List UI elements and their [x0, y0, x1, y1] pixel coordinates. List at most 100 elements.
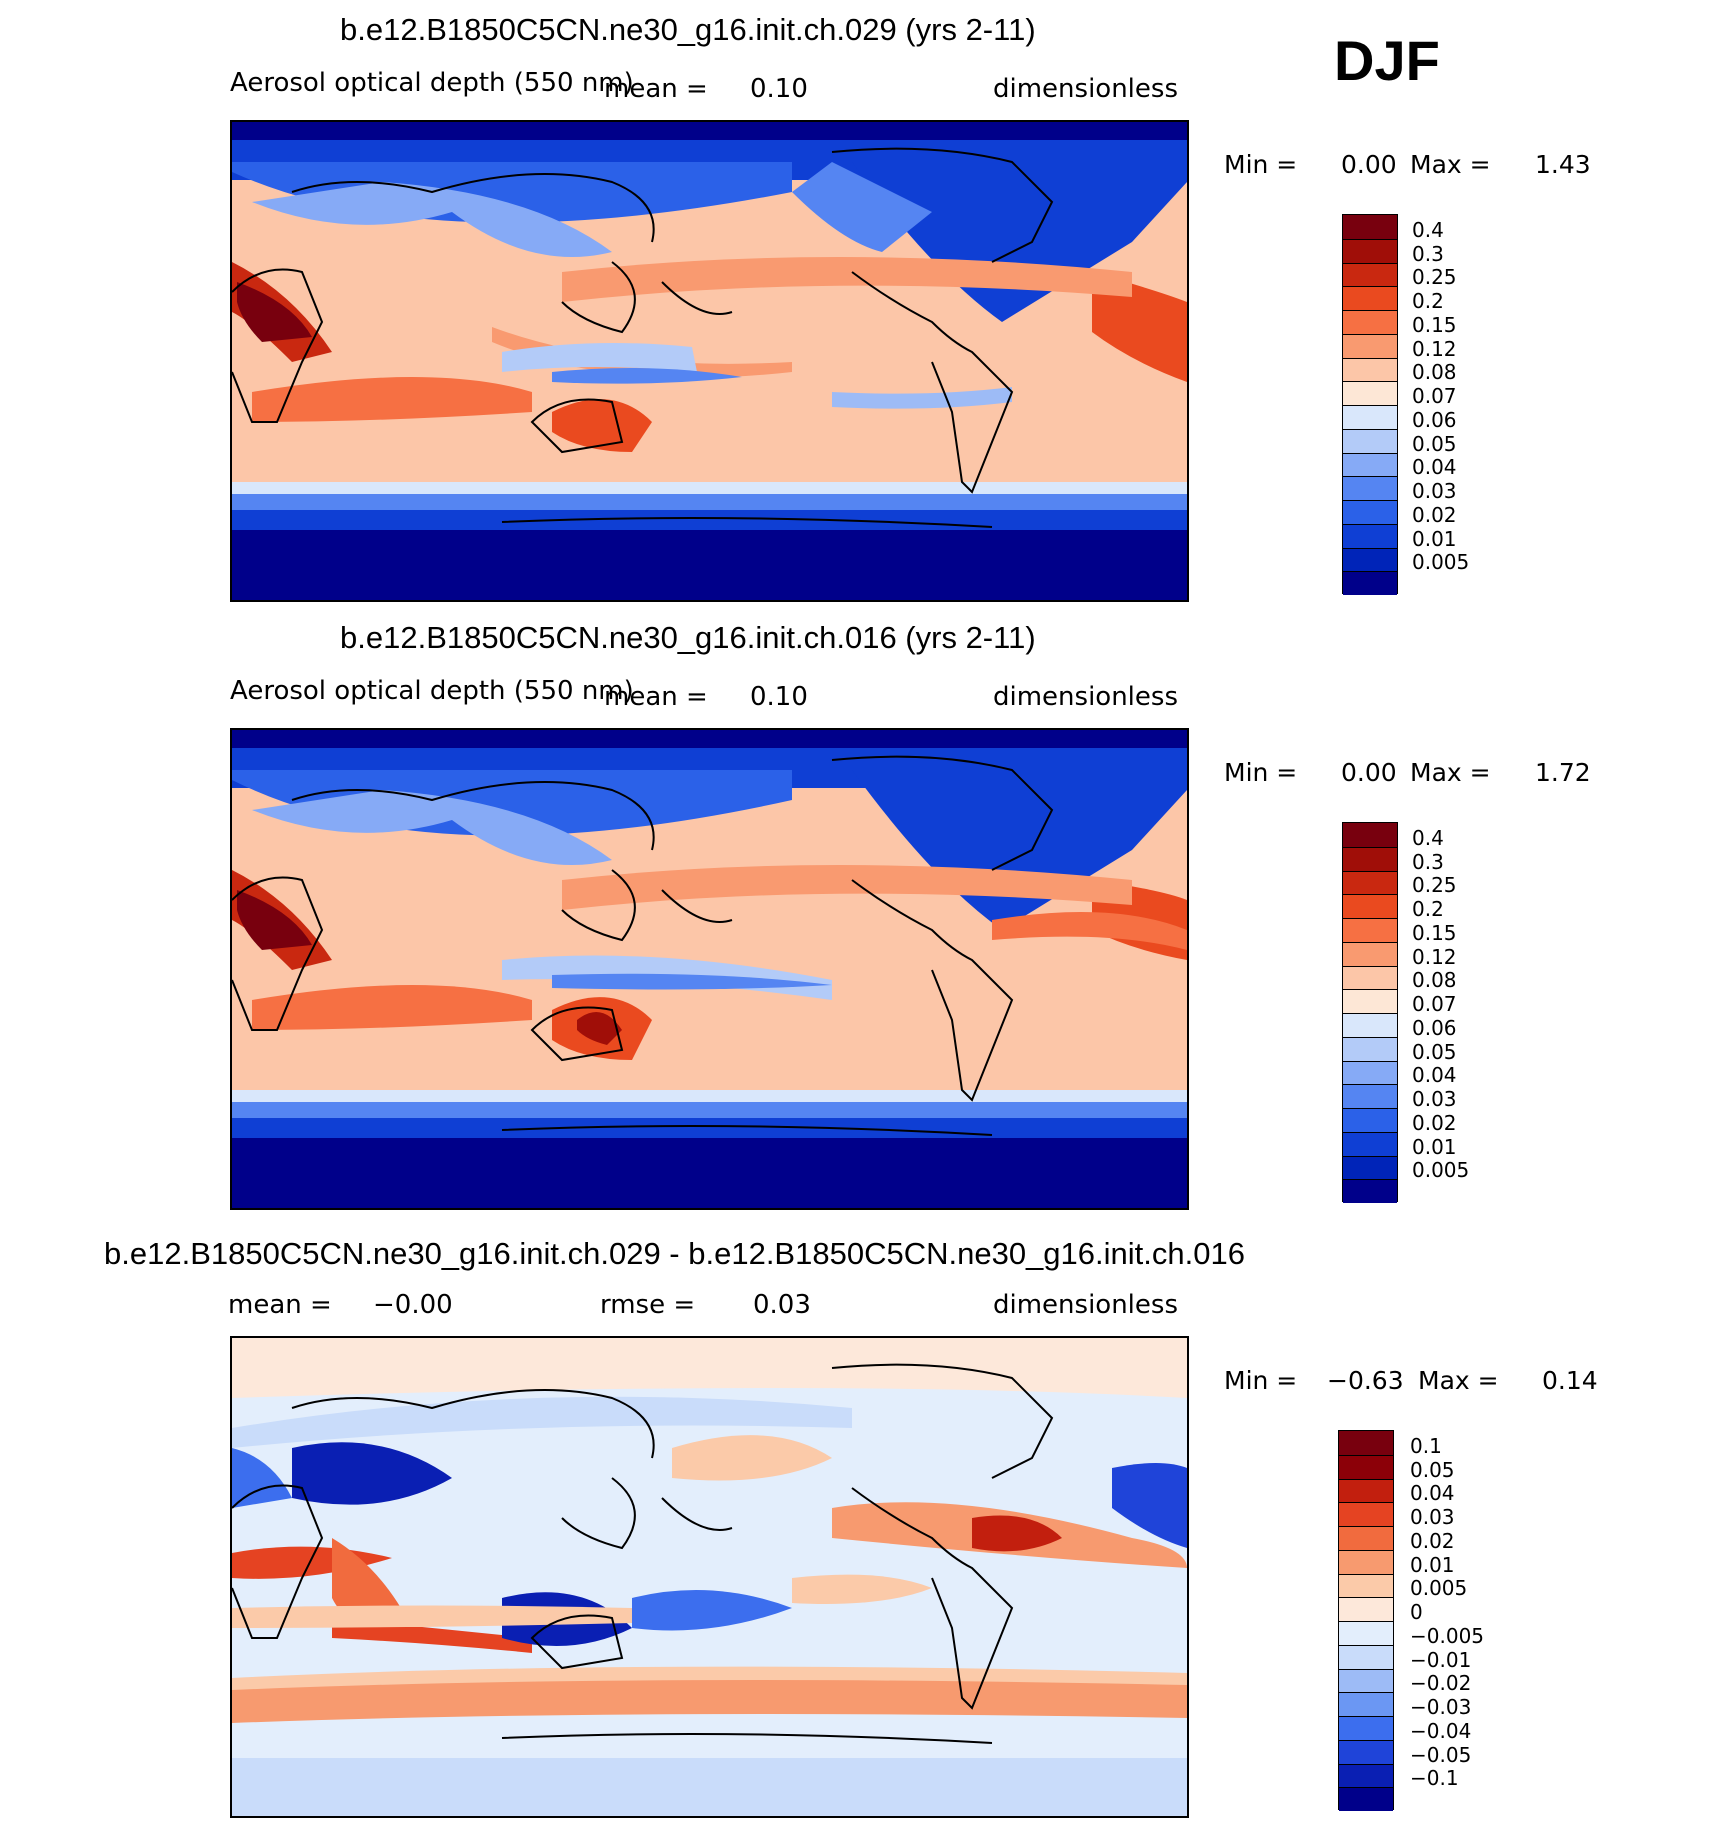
- panel2-max-value: 1.72: [1535, 758, 1591, 787]
- panel1-min-value: 0.00: [1341, 150, 1397, 179]
- panel2-colorbar-tick: 0.01: [1412, 1134, 1457, 1159]
- panel2-colorbar-tick: 0.12: [1412, 944, 1457, 969]
- panel1-colorbar-cell: [1343, 262, 1397, 287]
- panel3-colorbar-cell: [1339, 1502, 1393, 1526]
- panel3-mean-value: −0.00: [373, 1290, 453, 1320]
- panel2-min-label: Min =: [1224, 758, 1298, 787]
- panel1-colorbar-cell: [1343, 381, 1397, 405]
- panel2-colorbar-cell: [1343, 870, 1397, 895]
- panel3-title: b.e12.B1850C5CN.ne30_g16.init.ch.029 - b…: [104, 1236, 1245, 1271]
- panel1-colorbar: [1342, 214, 1398, 595]
- panel3-colorbar-tick: 0.02: [1410, 1528, 1455, 1553]
- panel1-units: dimensionless: [993, 74, 1178, 104]
- panel1-colorbar-cell: [1343, 333, 1397, 358]
- panel1-colorbar-cell: [1343, 238, 1397, 263]
- panel3-colorbar-cell: [1339, 1621, 1393, 1645]
- panel1-colorbar-tick: 0.02: [1412, 502, 1457, 527]
- panel1-colorbar-cell: [1343, 452, 1397, 477]
- panel1-colorbar-cell: [1343, 476, 1397, 500]
- panel1-min-label: Min =: [1224, 150, 1298, 179]
- panel1-colorbar-cell: [1343, 500, 1397, 524]
- panel1-colorbar-tick: 0.07: [1412, 384, 1457, 409]
- panel3-colorbar: [1338, 1430, 1394, 1811]
- panel3-colorbar-tick: 0.05: [1410, 1457, 1455, 1482]
- panel2-colorbar-tick: 0.3: [1412, 849, 1444, 874]
- panel1-map-svg: [232, 122, 1187, 600]
- panel1-colorbar-cell: [1343, 215, 1397, 239]
- panel2-colorbar-cell: [1343, 1131, 1397, 1156]
- panel2-map-svg: [232, 730, 1187, 1208]
- panel1-title: b.e12.B1850C5CN.ne30_g16.init.ch.029 (yr…: [340, 12, 1036, 47]
- panel1-max-label: Max =: [1410, 150, 1491, 179]
- panel3-colorbar-tick: 0.01: [1410, 1552, 1455, 1577]
- panel2-colorbar-cell: [1343, 1084, 1397, 1108]
- panel1-max-value: 1.43: [1535, 150, 1591, 179]
- panel3-colorbar-tick: 0.005: [1410, 1576, 1468, 1601]
- panel1-colorbar-cell: [1343, 405, 1397, 429]
- panel3-colorbar-cell: [1339, 1454, 1393, 1479]
- panel2-colorbar-tick: 0.08: [1412, 968, 1457, 993]
- panel1-colorbar-tick: 0.12: [1412, 336, 1457, 361]
- panel3-colorbar-cell: [1339, 1526, 1393, 1550]
- panel1-colorbar-cell: [1343, 571, 1397, 595]
- panel2-colorbar-cell: [1343, 846, 1397, 871]
- panel3-colorbar-cell: [1339, 1644, 1393, 1669]
- panel3-colorbar-cell: [1339, 1549, 1393, 1574]
- panel2-colorbar-tick: 0.04: [1412, 1063, 1457, 1088]
- panel1-colorbar-tick: 0.08: [1412, 360, 1457, 385]
- panel3-map: [230, 1336, 1189, 1818]
- panel3-colorbar-cell: [1339, 1431, 1393, 1455]
- panel3-colorbar-cell: [1339, 1478, 1393, 1503]
- season-label: DJF: [1334, 29, 1440, 92]
- panel1-variable: Aerosol optical depth (550 nm): [230, 68, 634, 98]
- panel1-colorbar-cell: [1343, 523, 1397, 548]
- panel2-colorbar-cell: [1343, 941, 1397, 966]
- panel2-colorbar-tick: 0.06: [1412, 1015, 1457, 1040]
- panel2-colorbar: [1342, 822, 1398, 1203]
- panel3-colorbar-cell: [1339, 1716, 1393, 1740]
- panel2-variable: Aerosol optical depth (550 nm): [230, 676, 634, 706]
- panel3-colorbar-tick: 0.04: [1410, 1481, 1455, 1506]
- panel3-rmse-value: 0.03: [753, 1290, 811, 1320]
- panel2-units: dimensionless: [993, 682, 1178, 712]
- panel3-colorbar-tick: 0.1: [1410, 1433, 1442, 1458]
- panel1-colorbar-cell: [1343, 357, 1397, 382]
- panel2-colorbar-tick: 0.4: [1412, 825, 1444, 850]
- panel1-colorbar-tick: 0.06: [1412, 407, 1457, 432]
- panel1-colorbar-tick: 0.25: [1412, 265, 1457, 290]
- panel1-colorbar-tick: 0.4: [1412, 217, 1444, 242]
- panel1-colorbar-tick: 0.04: [1412, 455, 1457, 480]
- panel2-title: b.e12.B1850C5CN.ne30_g16.init.ch.016 (yr…: [340, 620, 1036, 655]
- panel2-colorbar-tick: 0.05: [1412, 1039, 1457, 1064]
- panel3-min-label: Min =: [1224, 1366, 1298, 1395]
- panel3-colorbar-tick: −0.02: [1410, 1671, 1472, 1696]
- panel3-colorbar-tick: −0.04: [1410, 1718, 1472, 1743]
- panel3-rmse-label: rmse =: [600, 1290, 696, 1320]
- panel3-map-svg: [232, 1338, 1187, 1816]
- panel3-colorbar-cell: [1339, 1787, 1393, 1811]
- panel2-colorbar-cell: [1343, 1013, 1397, 1037]
- panel3-colorbar-tick: −0.05: [1410, 1742, 1472, 1767]
- panel2-colorbar-cell: [1343, 1108, 1397, 1132]
- panel3-colorbar-cell: [1339, 1739, 1393, 1764]
- panel2-colorbar-cell: [1343, 1155, 1397, 1180]
- panel1-mean-label: mean =: [604, 74, 708, 104]
- panel2-map: [230, 728, 1189, 1210]
- panel3-colorbar-cell: [1339, 1573, 1393, 1598]
- panel3-min-value: −0.63: [1327, 1366, 1404, 1395]
- panel3-colorbar-tick: 0: [1410, 1600, 1423, 1625]
- panel1-colorbar-cell: [1343, 547, 1397, 572]
- panel3-colorbar-tick: 0.03: [1410, 1505, 1455, 1530]
- panel3-max-label: Max =: [1418, 1366, 1499, 1395]
- panel3-colorbar-tick: −0.01: [1410, 1647, 1472, 1672]
- panel2-colorbar-tick: 0.07: [1412, 992, 1457, 1017]
- panel3-colorbar-cell: [1339, 1763, 1393, 1788]
- panel3-units: dimensionless: [993, 1290, 1178, 1320]
- panel2-colorbar-cell: [1343, 965, 1397, 990]
- panel3-colorbar-cell: [1339, 1668, 1393, 1693]
- panel1-colorbar-tick: 0.005: [1412, 550, 1470, 575]
- panel2-colorbar-tick: 0.2: [1412, 897, 1444, 922]
- panel2-colorbar-tick: 0.02: [1412, 1110, 1457, 1135]
- panel3-mean-label: mean =: [228, 1290, 332, 1320]
- panel3-colorbar-cell: [1339, 1692, 1393, 1716]
